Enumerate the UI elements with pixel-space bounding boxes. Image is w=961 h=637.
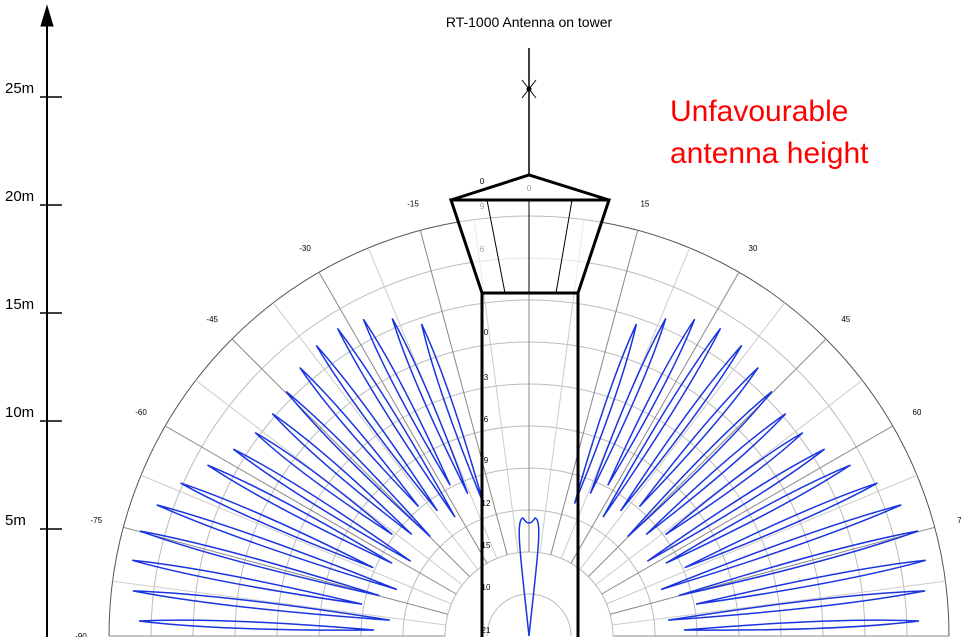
lobe xyxy=(133,591,390,620)
ring-label: 0 xyxy=(484,328,489,337)
angle-label: 75 xyxy=(957,516,961,525)
angle-label: 60 xyxy=(913,408,922,417)
lobe xyxy=(363,319,450,485)
ring-label: 9 xyxy=(484,456,489,465)
roof xyxy=(451,175,609,200)
lobe xyxy=(272,414,412,535)
angle-label: 30 xyxy=(749,244,758,253)
lobe xyxy=(139,620,374,630)
grid-spoke xyxy=(571,272,739,563)
height-label: 15m xyxy=(5,296,34,313)
height-label: 20m xyxy=(5,188,34,205)
lobe xyxy=(684,620,919,630)
angle-label: 45 xyxy=(841,315,850,324)
grid-spoke xyxy=(113,581,446,625)
antenna-diagram: -90-75-60-45-30-150153045607590096036912… xyxy=(0,0,961,637)
grid-spoke xyxy=(580,303,785,570)
lobe xyxy=(608,319,695,485)
angle-label: 15 xyxy=(640,199,649,208)
lobe xyxy=(661,505,901,590)
ring-label: 0 xyxy=(480,177,485,186)
height-labels: 25m 20m 15m 10m 5m xyxy=(5,80,62,529)
height-label: 5m xyxy=(5,512,26,529)
grid-spoke xyxy=(319,272,487,563)
angle-label: -45 xyxy=(206,315,218,324)
angle-label: -15 xyxy=(407,199,419,208)
angle-label: -75 xyxy=(90,516,102,525)
annotation-line: antenna height xyxy=(670,137,869,170)
lobe xyxy=(157,505,397,590)
height-axis xyxy=(41,6,53,637)
antenna-feed xyxy=(527,87,531,91)
height-label: 25m xyxy=(5,80,34,97)
grid-spoke xyxy=(612,581,945,625)
axis-arrow xyxy=(41,6,53,26)
grid-spoke xyxy=(273,303,478,570)
lobe xyxy=(668,591,925,620)
grid-spoke xyxy=(141,475,451,604)
lobe xyxy=(646,414,786,535)
title: RT-1000 Antenna on tower xyxy=(446,14,613,30)
angle-label: -90 xyxy=(75,632,87,637)
angle-label: -60 xyxy=(135,408,147,417)
annotation-line: Unfavourable xyxy=(670,95,848,128)
grid-spoke xyxy=(607,475,917,604)
ring-label: 3 xyxy=(484,373,489,382)
angle-label: -30 xyxy=(299,244,311,253)
cabin xyxy=(451,200,609,293)
tower-column xyxy=(482,293,578,637)
height-label: 10m xyxy=(5,404,34,421)
ring-label: 6 xyxy=(484,415,489,424)
